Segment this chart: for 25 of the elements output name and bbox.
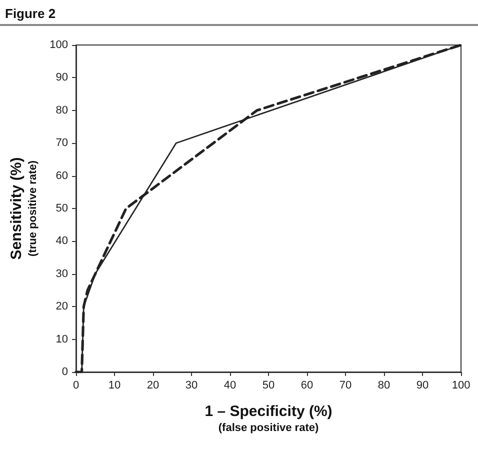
- x-tick-label: 10: [108, 380, 121, 392]
- y-tick-label: 70: [56, 137, 68, 150]
- y-tick-label: 30: [56, 268, 68, 280]
- y-tick-label: 50: [56, 202, 68, 214]
- y-tick-label: 20: [56, 300, 68, 313]
- y-tick-label: 0: [62, 366, 68, 378]
- x-tick-label: 20: [146, 380, 160, 392]
- chart-title: Figure 2: [5, 6, 56, 21]
- x-tick-label: 40: [224, 380, 236, 392]
- y-tick-label: 100: [50, 39, 68, 51]
- y-tick-label: 90: [56, 72, 68, 84]
- y-tick-label: 10: [56, 333, 68, 346]
- x-axis-title: 1 – Specificity (%) (false positive rate): [204, 403, 332, 434]
- y-tick-label: 60: [56, 170, 68, 182]
- y-axis-title: Sensitivity (%) (true positive rate): [8, 157, 40, 260]
- x-tick-label: 70: [339, 380, 352, 392]
- y-tick-label: 80: [56, 104, 68, 116]
- x-tick-label: 0: [72, 380, 80, 392]
- x-tick-label: 50: [262, 380, 275, 392]
- x-tick-label: 30: [185, 380, 198, 392]
- x-tick-label: 100: [452, 380, 470, 392]
- x-tick-label: 60: [300, 380, 314, 392]
- x-tick-label: 90: [416, 380, 429, 392]
- y-tick-label: 40: [56, 235, 68, 248]
- x-tick-label: 80: [378, 380, 390, 392]
